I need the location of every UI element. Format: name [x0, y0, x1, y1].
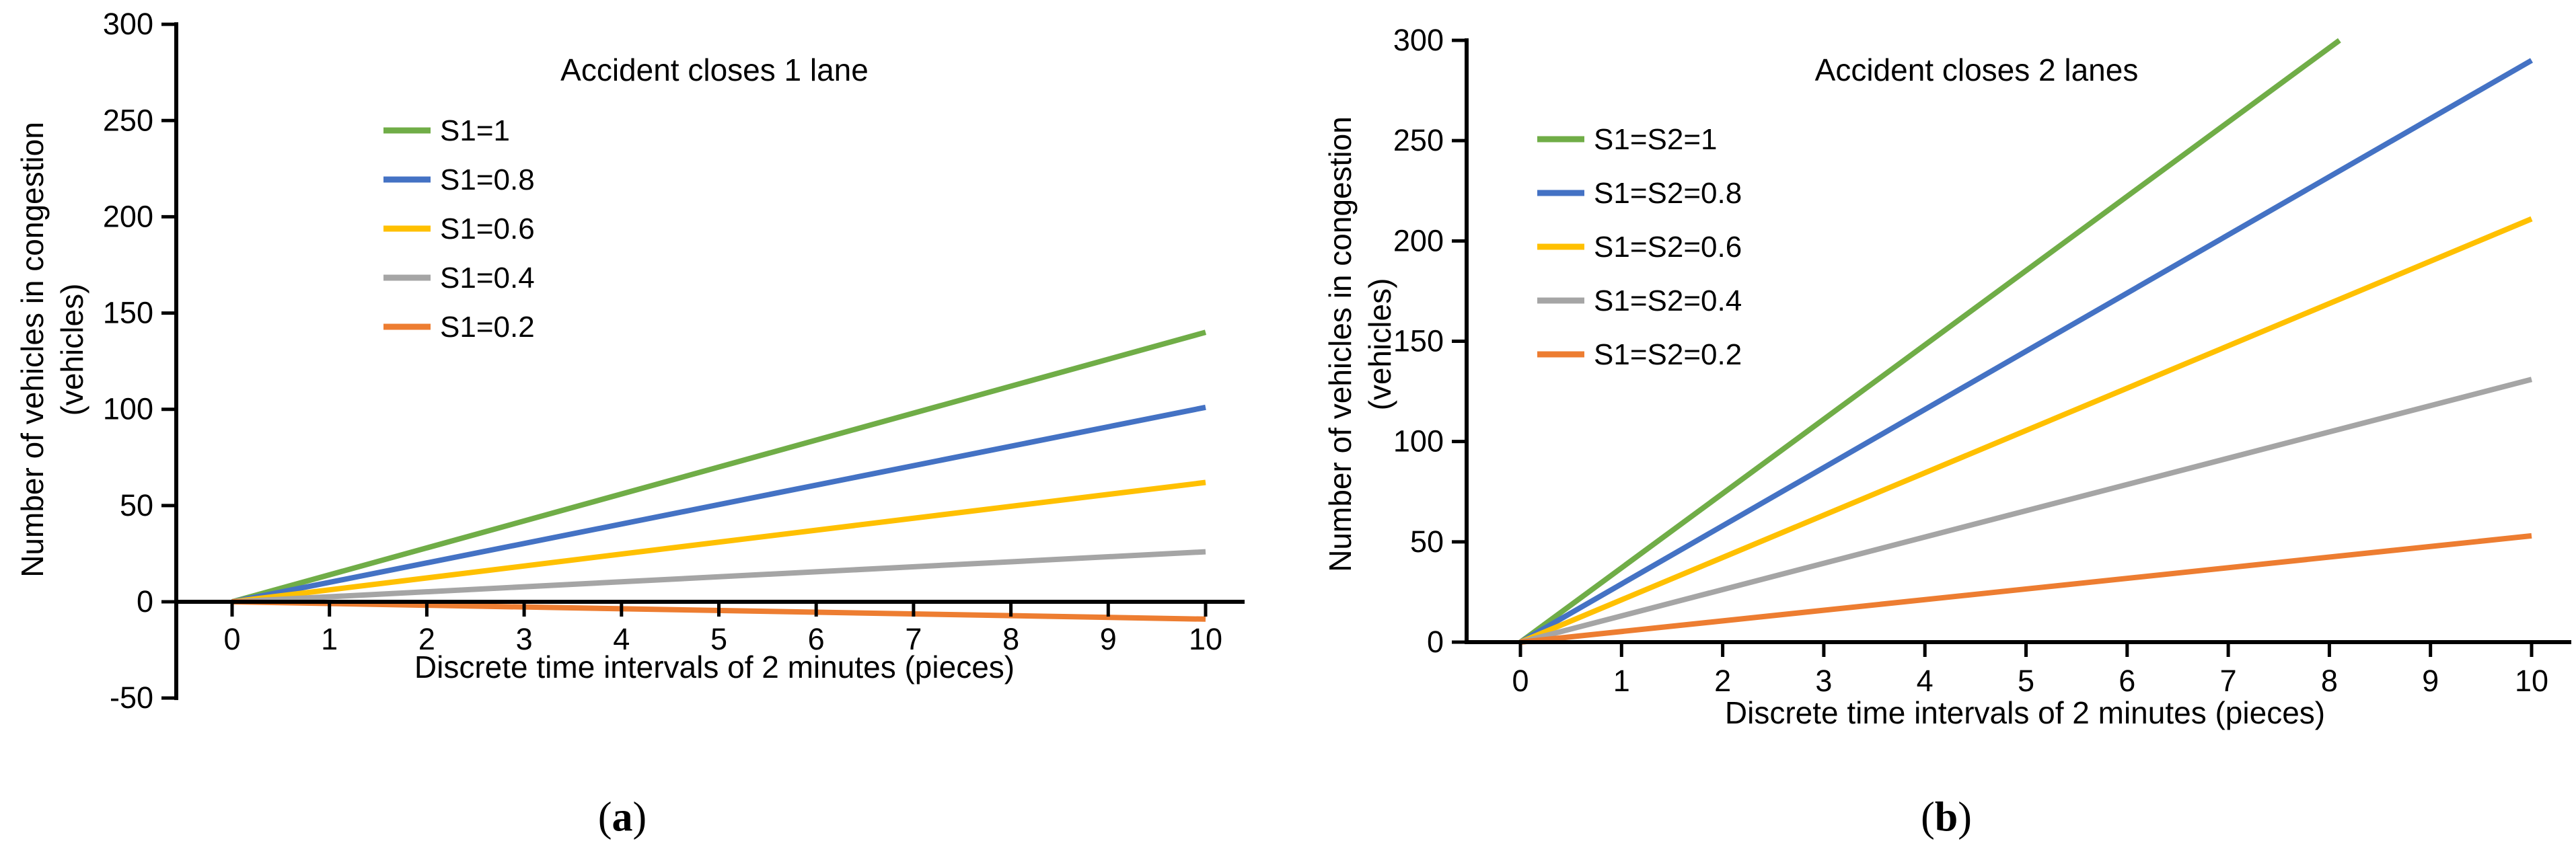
chart-b-x-tick-label: 6 [2119, 664, 2135, 698]
chart-a-xaxis-title: Discrete time intervals of 2 minutes (pi… [414, 650, 1015, 684]
chart-b-series-line-s1-s2-0.8 [1519, 58, 2533, 645]
chart-b-series-line-s1-s2-0.4 [1519, 377, 2533, 645]
chart-a-y-tick-label: -50 [110, 680, 153, 715]
panel-b-caption-open: ( [1921, 794, 1935, 840]
chart-a-x-tick-label: 7 [905, 622, 922, 656]
chart-a-series-line-s1-0.4 [231, 549, 1206, 604]
chart-b-y-tick-label: 200 [1393, 223, 1444, 258]
chart-b-legend-label-1: S1=S2=1 [1594, 123, 1718, 156]
chart-b-legend-label-3: S1=S2=0.6 [1594, 231, 1742, 264]
chart-b-x-tick-label: 10 [2515, 664, 2548, 698]
chart-a-x-tick-label: 10 [1189, 622, 1222, 656]
chart-b-y-tick-label: 100 [1393, 424, 1444, 459]
chart-b-series-line-s1-s2-1 [1518, 38, 2341, 645]
chart-a-legend-label-1: S1=1 [440, 114, 510, 147]
chart-a-legend-label-2: S1=0.8 [440, 163, 535, 196]
chart-a-y-tick-label: 300 [103, 7, 153, 41]
panel-b-caption-letter: b [1934, 794, 1958, 840]
chart-b-x-tick-label: 9 [2422, 664, 2439, 698]
chart-b-y-tick-label: 150 [1393, 324, 1444, 358]
chart-a-legend-label-5: S1=0.2 [440, 311, 535, 344]
chart-a-series-line-s1-0.8 [231, 404, 1206, 604]
chart-b-legend-label-4: S1=S2=0.4 [1594, 284, 1742, 317]
chart-a-x-tick-label: 0 [223, 622, 240, 656]
chart-b-y-tick-label: 250 [1393, 123, 1444, 157]
chart-a-series-line-s1-1 [231, 329, 1207, 604]
panel-a-caption: (a) [598, 794, 647, 842]
chart-a-y-tick-label: 0 [137, 584, 153, 619]
chart-b-xaxis-title: Discrete time intervals of 2 minutes (pi… [1724, 695, 2326, 730]
panel-b-caption-close: ) [1958, 794, 1972, 840]
chart-b-y-tick-label: 0 [1427, 625, 1444, 659]
chart-a-legend-label-3: S1=0.6 [440, 212, 535, 245]
chart-b-x-tick-label: 7 [2220, 664, 2237, 698]
chart-a-x-tick-label: 2 [418, 622, 435, 656]
chart-a-y-tick-label: 100 [103, 392, 153, 426]
chart-b-legend-label-5: S1=S2=0.2 [1594, 338, 1742, 371]
chart-a-legend-label-4: S1=0.4 [440, 262, 535, 295]
chart-a-title: Accident closes 1 lane [560, 52, 869, 87]
chart-a-series-line-s1-0.6 [231, 479, 1206, 604]
chart-b-x-tick-label: 8 [2321, 664, 2338, 698]
chart-a-y-tick-label: 200 [103, 199, 153, 233]
chart-a-x-tick-label: 6 [808, 622, 825, 656]
chart-a-yaxis-title-line1: Number of vehicles in congestion [15, 122, 50, 578]
chart-b-series-line-s1-s2-0.2 [1520, 533, 2532, 645]
chart-b-x-tick-label: 3 [1815, 664, 1832, 698]
panel-b-caption: (b) [1921, 794, 1972, 842]
panel-a-caption-open: ( [597, 794, 612, 840]
chart-b-legend-label-2: S1=S2=0.8 [1594, 177, 1742, 210]
chart-a-y-tick-label: 250 [103, 103, 153, 137]
chart-a-x-tick-label: 8 [1002, 622, 1019, 656]
chart-a-x-tick-label: 1 [321, 622, 338, 656]
chart-a-yaxis-title: Number of vehicles in congestion (vehicl… [13, 122, 92, 578]
chart-a-x-tick-label: 4 [613, 622, 630, 656]
chart-a-yaxis-title-line2: (vehicles) [54, 283, 89, 416]
chart-a-y-tick-label: 50 [120, 488, 153, 522]
chart-b-yaxis-title-line2: (vehicles) [1362, 278, 1397, 411]
chart-b-x-tick-label: 5 [2018, 664, 2034, 698]
chart-b-title: Accident closes 2 lanes [1814, 52, 2139, 87]
chart-a-x-tick-label: 9 [1100, 622, 1117, 656]
chart-b-x-tick-label: 0 [1512, 664, 1529, 698]
chart-b-yaxis-title-line1: Number of vehicles in congestion [1323, 116, 1358, 572]
chart-a-y-tick-label: 150 [103, 296, 153, 330]
chart-b-x-tick-label: 1 [1613, 664, 1630, 698]
panel-a-caption-letter: a [612, 794, 633, 840]
chart-b-y-tick-label: 50 [1410, 524, 1444, 559]
chart-a-x-tick-label: 5 [710, 622, 727, 656]
chart-a-x-tick-label: 3 [516, 622, 533, 656]
panel-a-caption-close: ) [632, 794, 647, 840]
chart-b-y-tick-label: 300 [1393, 23, 1444, 57]
chart-b-x-tick-label: 2 [1714, 664, 1731, 698]
chart-b-series-line-s1-s2-0.6 [1519, 216, 2533, 645]
chart-b-x-tick-label: 4 [1917, 664, 1934, 698]
chart-b-yaxis-title: Number of vehicles in congestion (vehicl… [1321, 116, 1400, 572]
